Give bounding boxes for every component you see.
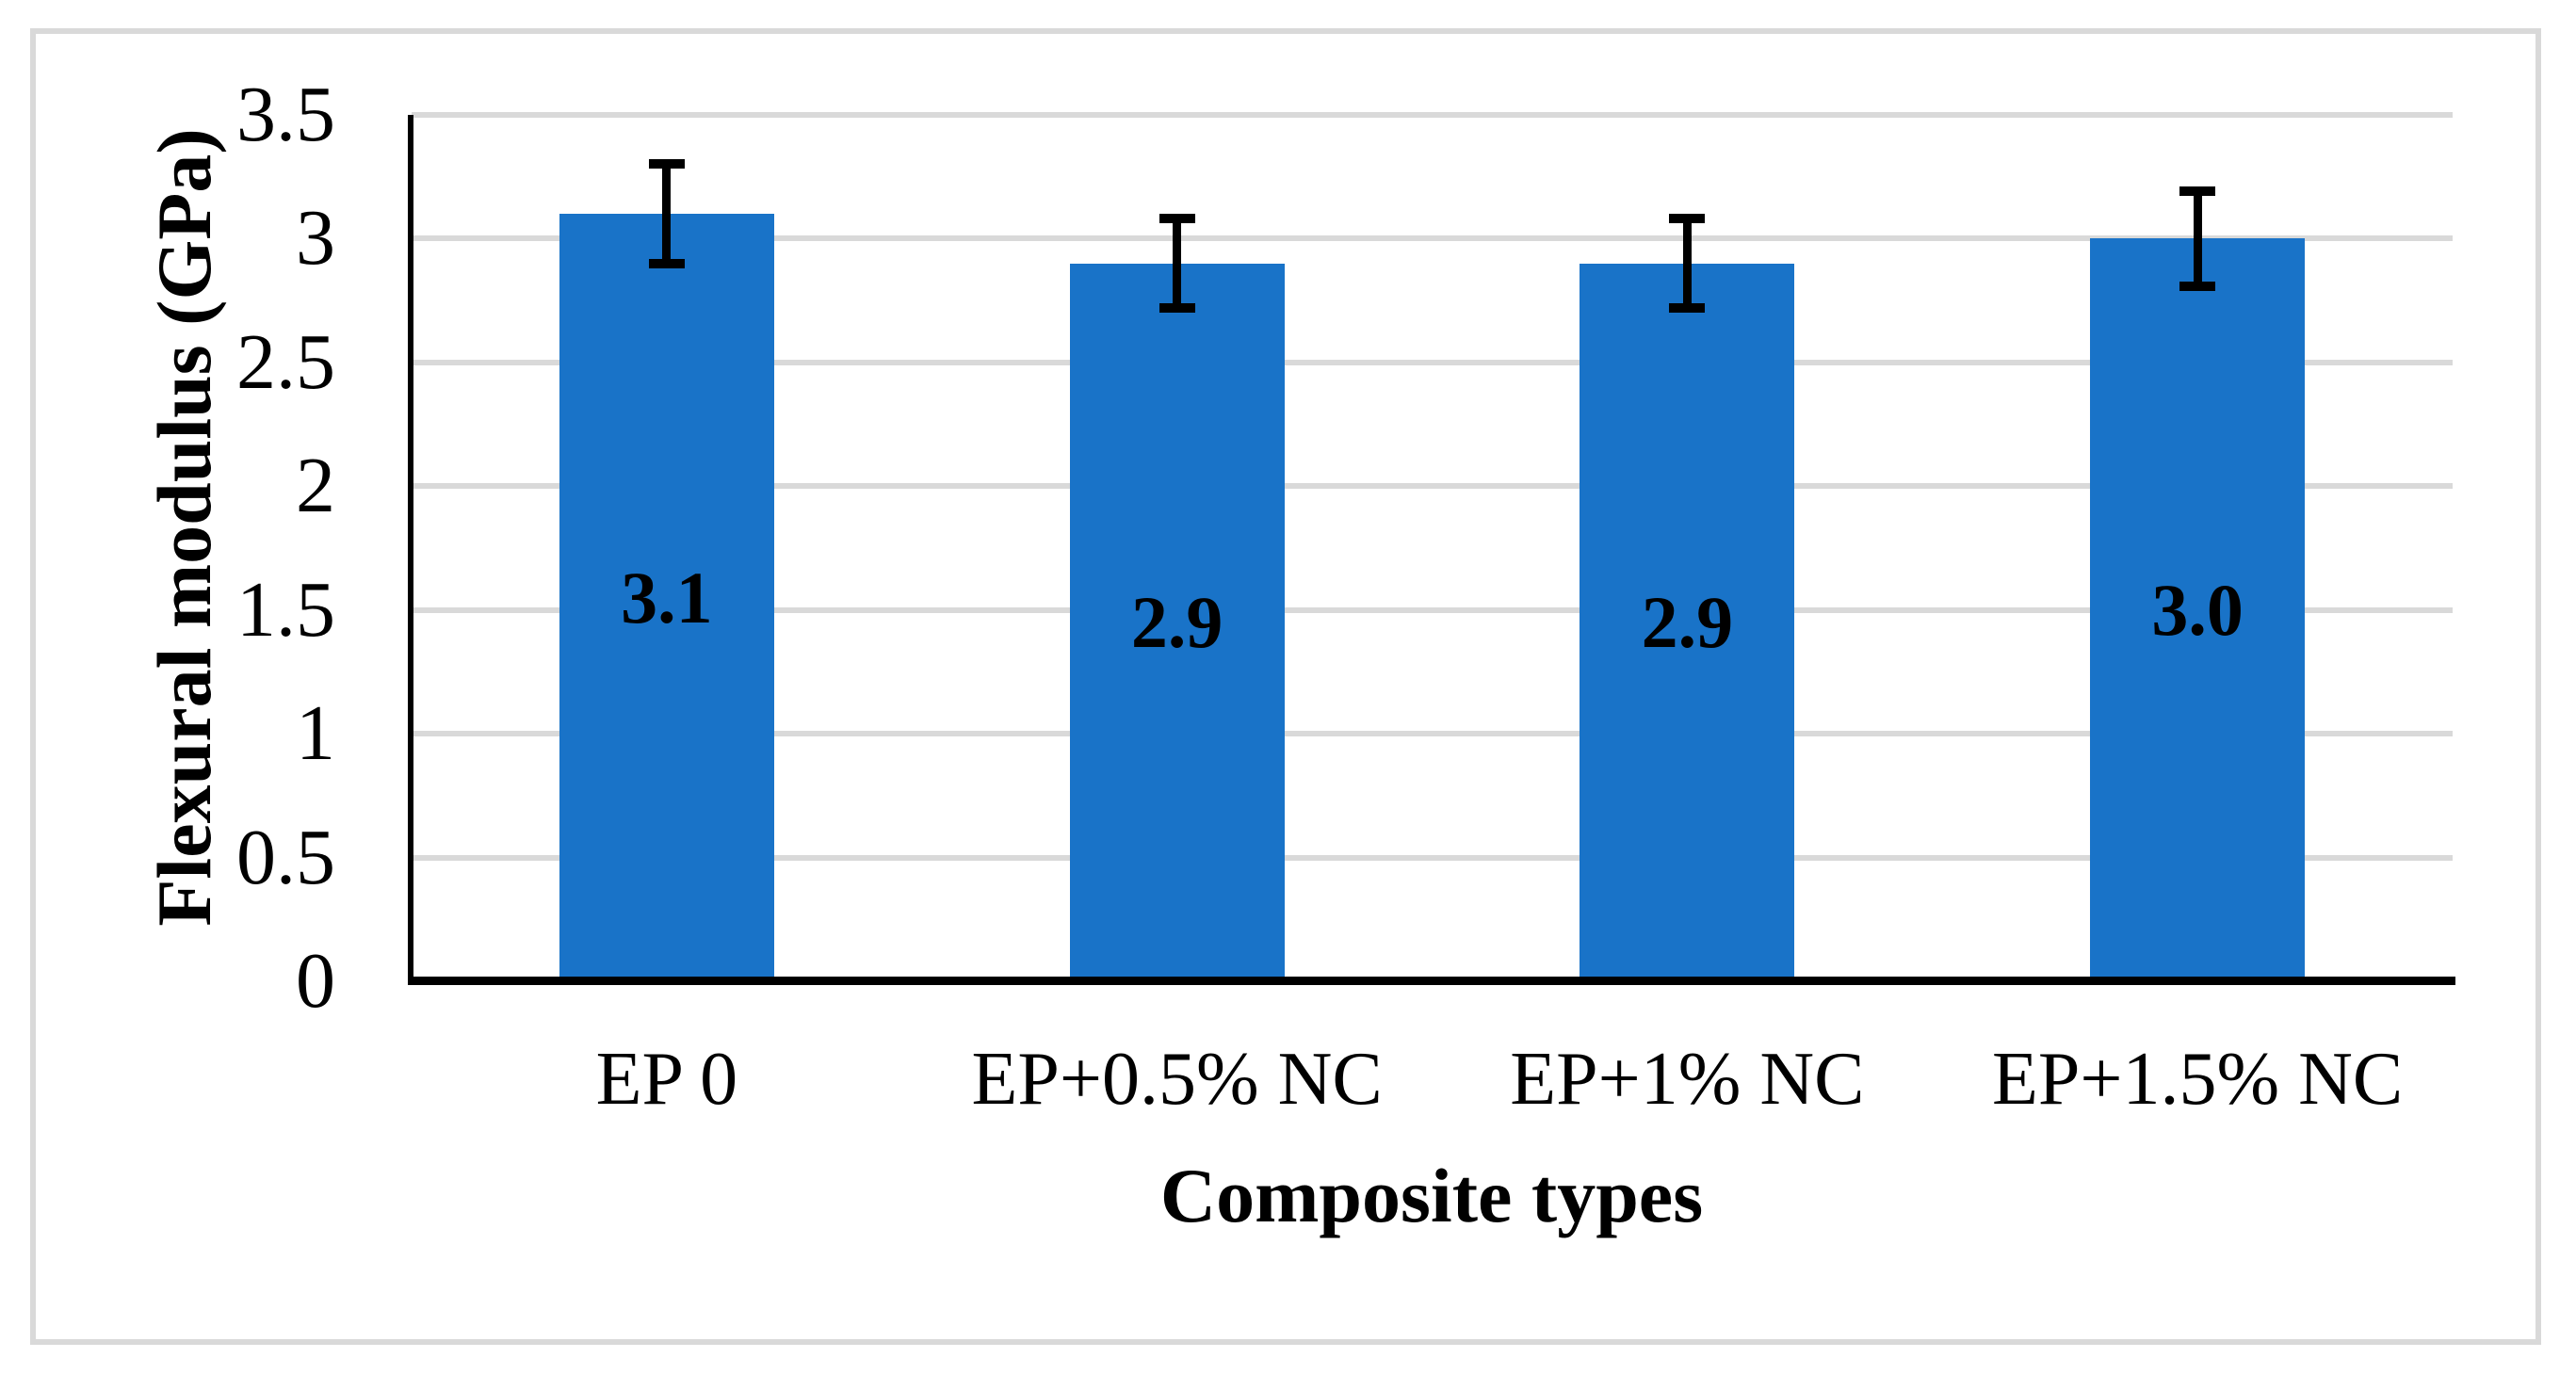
y-tick-label: 0.5 — [236, 813, 335, 901]
gridline — [412, 606, 2453, 613]
x-axis-line — [408, 977, 2455, 985]
y-tick-label: 3 — [296, 194, 335, 283]
error-bar-cap-bottom — [1158, 303, 1195, 314]
error-bar-stem — [2193, 186, 2202, 291]
bar — [559, 214, 774, 981]
bar — [1580, 263, 1795, 981]
gridline — [412, 731, 2453, 737]
bar-value-label: 3.0 — [2151, 568, 2244, 651]
error-bar-stem — [662, 159, 672, 268]
error-bar-stem — [1173, 214, 1182, 314]
y-tick-label: 0 — [296, 937, 335, 1025]
x-tick-label: EP+0.5% NC — [971, 1038, 1383, 1121]
error-bar-cap-bottom — [648, 258, 685, 268]
error-bar-stem — [1682, 214, 1692, 314]
x-axis-title: Composite types — [1159, 1153, 1704, 1238]
error-bar-cap-top — [648, 159, 685, 170]
y-tick-label: 2 — [296, 442, 335, 530]
gridline — [412, 483, 2453, 490]
gridline — [412, 359, 2453, 365]
gridline — [412, 235, 2453, 242]
gridline — [412, 112, 2453, 118]
y-tick-label: 1.5 — [236, 565, 335, 654]
x-tick-label: EP+1.5% NC — [1992, 1038, 2404, 1121]
y-tick-label: 2.5 — [236, 317, 335, 406]
x-tick-label: EP+1% NC — [1510, 1038, 1865, 1121]
error-bar-cap-top — [1158, 214, 1195, 224]
gridline — [412, 854, 2453, 861]
error-bar-cap-bottom — [1669, 303, 1706, 314]
error-bar-cap-top — [2179, 186, 2216, 197]
y-axis-title: Flexural modulus (GPa) — [141, 128, 227, 927]
y-tick-label: 1 — [296, 689, 335, 778]
error-bar-cap-top — [1669, 214, 1706, 224]
bar — [2090, 238, 2306, 981]
bar-value-label: 3.1 — [621, 556, 713, 639]
y-tick-label: 3.5 — [236, 71, 335, 158]
x-tick-label: EP 0 — [595, 1038, 738, 1121]
chart-border-frame — [30, 28, 2541, 1345]
bar — [1069, 263, 1285, 981]
error-bar-cap-bottom — [2179, 281, 2216, 291]
bar-value-label: 2.9 — [1130, 580, 1223, 663]
bar-value-label: 2.9 — [1641, 580, 1734, 663]
y-axis-line — [408, 115, 413, 981]
